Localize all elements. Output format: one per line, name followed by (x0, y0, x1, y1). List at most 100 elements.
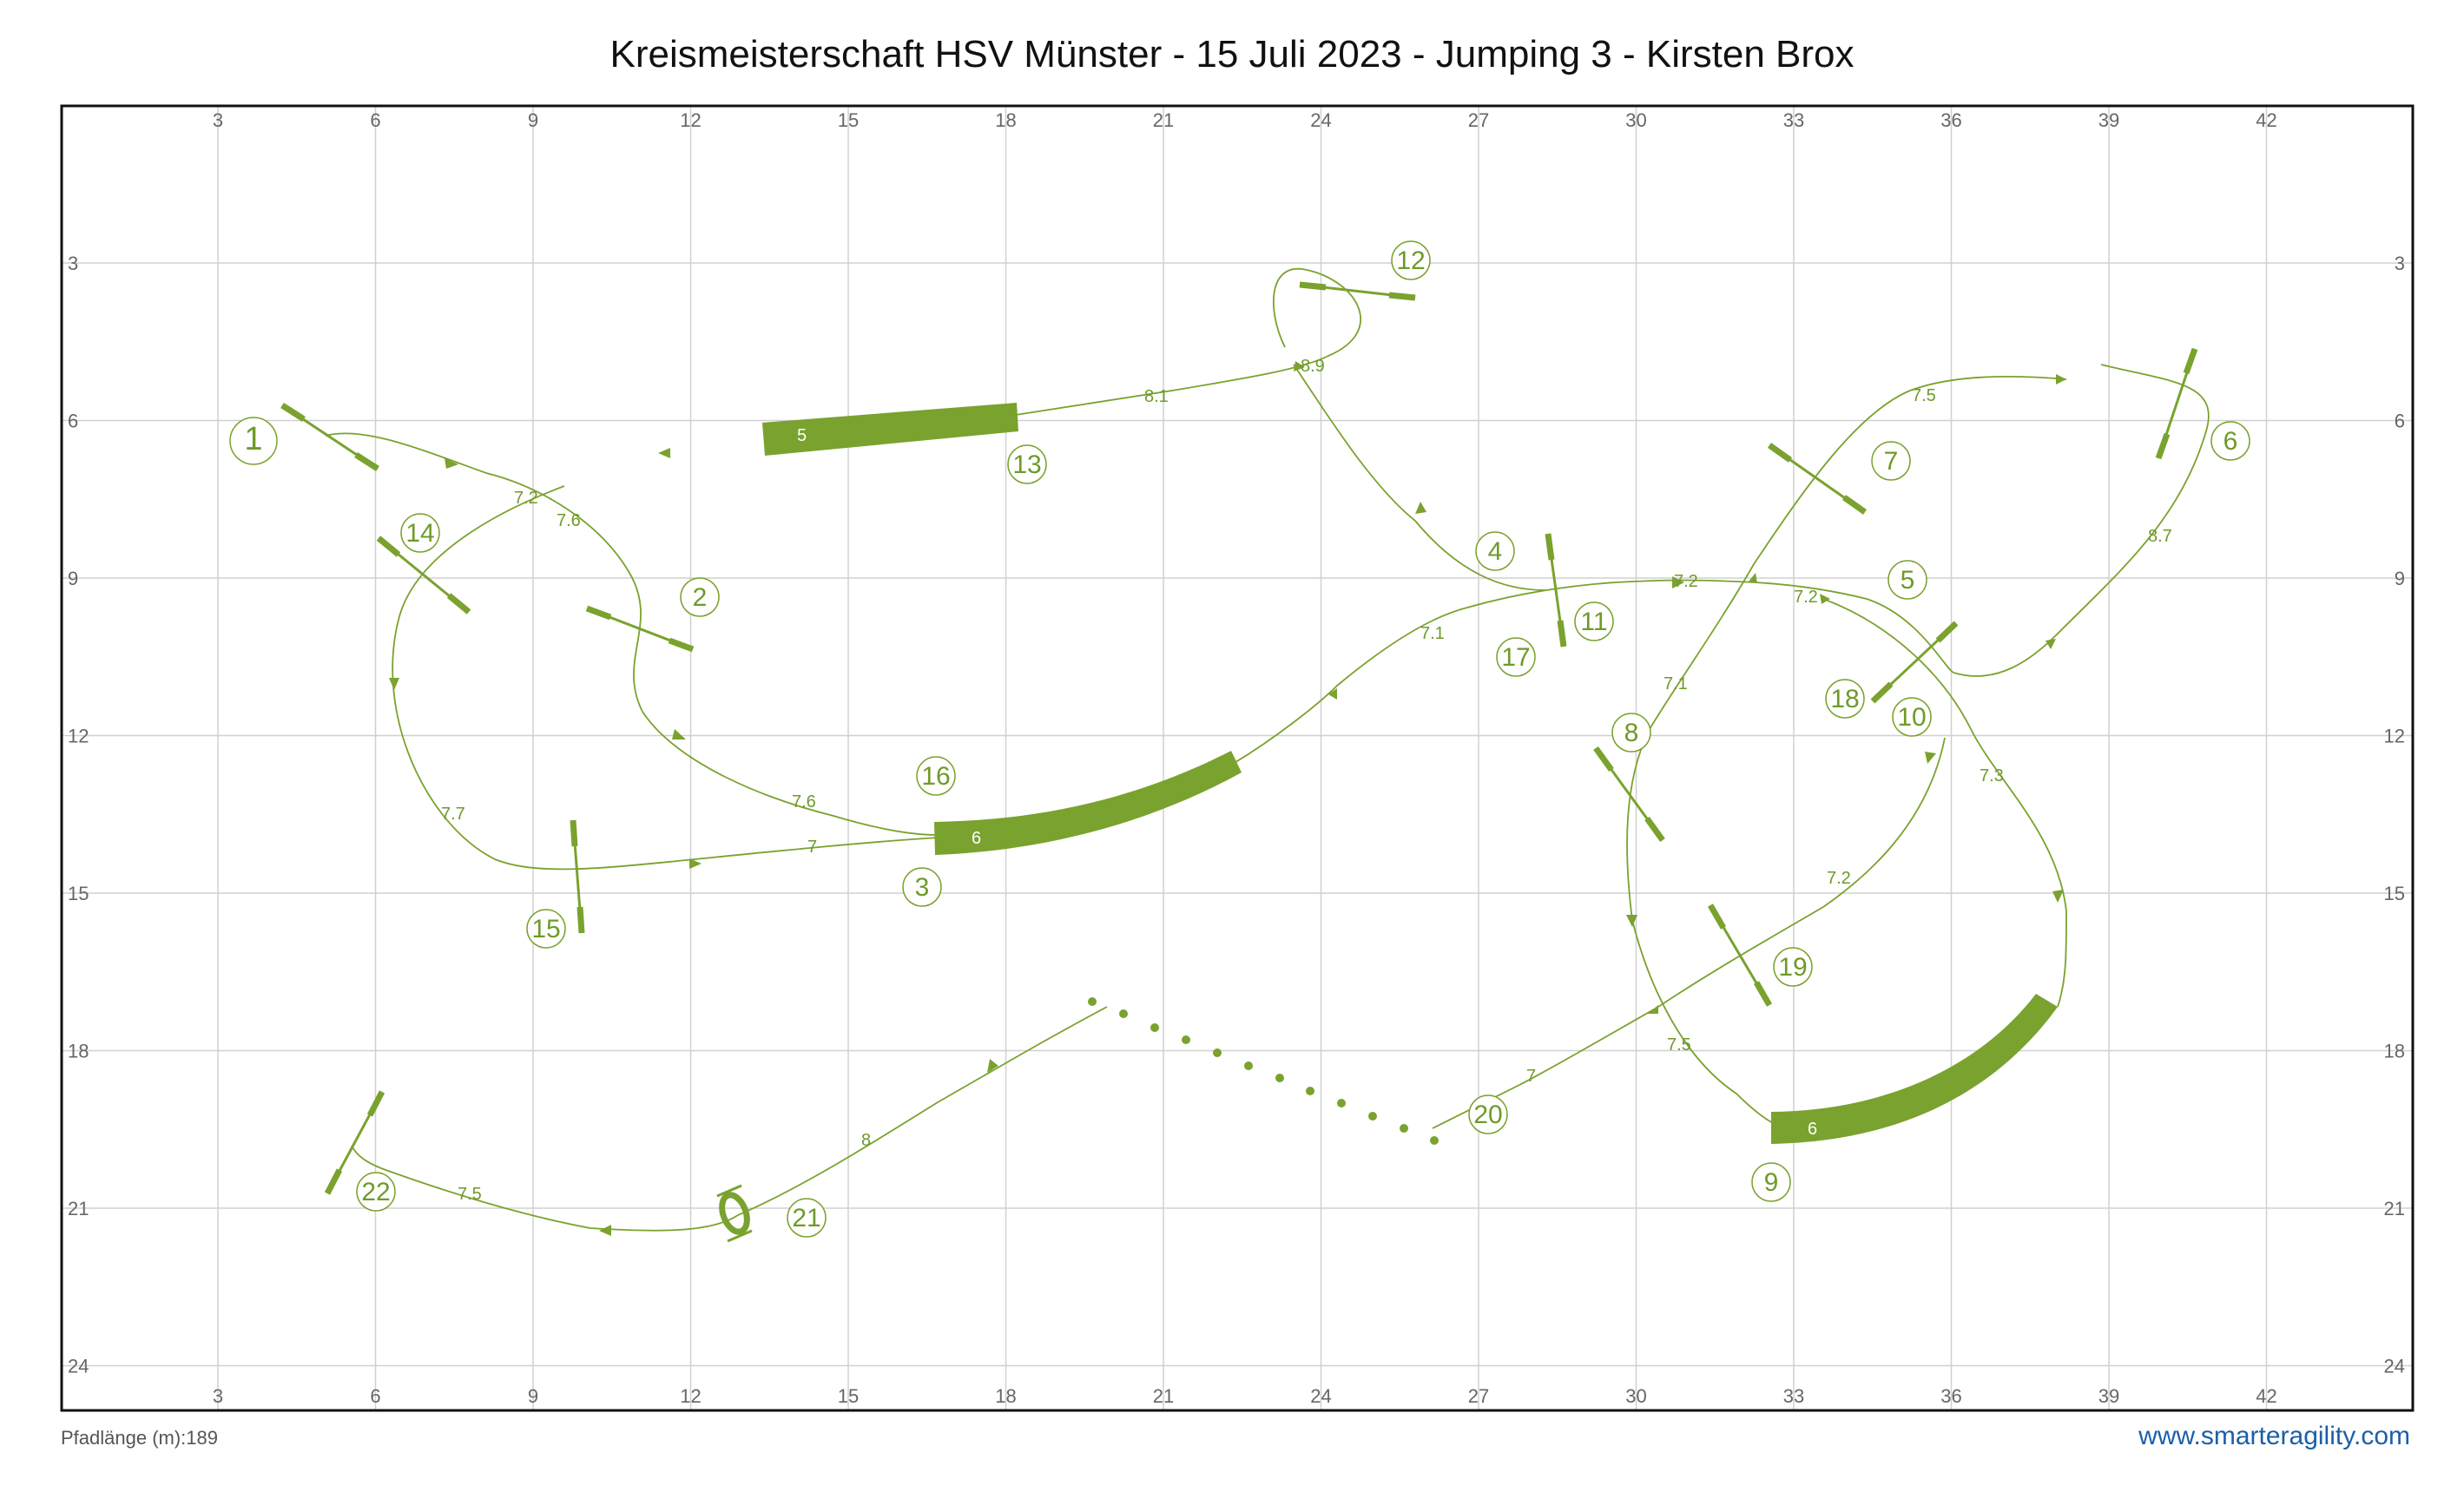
dot (1275, 1074, 1284, 1082)
arrow (389, 678, 399, 690)
x-tick-label: 39 (2098, 109, 2119, 131)
dot (1337, 1099, 1346, 1107)
number-circle (1007, 444, 1047, 484)
arrow (1626, 915, 1637, 927)
distance-label: 7 (1526, 1067, 1536, 1086)
x-tick-label: 6 (370, 1385, 380, 1407)
number-circle (1773, 947, 1813, 987)
number-circle (1888, 560, 1927, 600)
website-link[interactable]: www.smarteragility.com (2138, 1422, 2410, 1450)
obstacle-number-8: 8 (1611, 713, 1651, 753)
number-label: 1 (244, 421, 262, 457)
y-tick-label: 12 (2384, 726, 2405, 747)
jump-6 (2155, 347, 2198, 460)
tunnel-6a-label: 6 (972, 829, 981, 848)
number-label: 3 (915, 873, 930, 902)
tunnels: 5 6 6 (762, 403, 2058, 1144)
x-tick-label: 42 (2256, 109, 2276, 131)
dot (1306, 1087, 1314, 1095)
arrow (1294, 361, 1305, 371)
obstacle-number-12: 12 (1391, 240, 1431, 280)
x-tick-label: 12 (680, 1385, 701, 1407)
x-tick-label: 39 (2098, 1385, 2119, 1407)
path-6-7 (1649, 375, 2067, 730)
y-tick-label: 21 (68, 1198, 89, 1219)
number-label: 19 (1778, 953, 1807, 982)
x-tick-label: 24 (1310, 1385, 1331, 1407)
x-tick-label: 36 (1940, 109, 1961, 131)
arrow (1648, 1005, 1658, 1014)
x-tick-label: 12 (680, 109, 701, 131)
x-tick-label: 21 (1153, 109, 1174, 131)
x-tick-label: 24 (1310, 109, 1331, 131)
x-tick-label: 15 (838, 1385, 859, 1407)
dot (1182, 1035, 1190, 1044)
y-tick-label: 9 (68, 568, 78, 589)
x-tick-label: 9 (528, 109, 538, 131)
path-13-12 (1015, 268, 1361, 416)
obstacle-number-5: 5 (1888, 560, 1927, 600)
jump-2 (585, 605, 695, 653)
obstacle-number-13: 13 (1007, 444, 1047, 484)
distance-label: 7.2 (514, 489, 538, 508)
axis-tick-labels: 3366991212151518182121242427273030333336… (68, 109, 2405, 1407)
path-1-2 (325, 432, 643, 713)
distance-label: 8.7 (2148, 527, 2172, 546)
tunnel-6b-label: 6 (1808, 1120, 1817, 1139)
distance-labels: 7.2 7.6 7.6 7 7.7 8.1 8.9 7.1 7.2 7.2 7.… (441, 357, 2172, 1204)
number-circle (1391, 240, 1431, 280)
arrow (2052, 890, 2064, 903)
obstacle-number-18: 18 (1825, 679, 1865, 719)
distance-label: 7.5 (458, 1185, 482, 1204)
jump-14 (376, 536, 471, 615)
number-circle (1611, 713, 1651, 753)
distance-label: 7.6 (557, 511, 581, 530)
handler-path (325, 268, 2210, 1232)
y-tick-label: 6 (68, 411, 78, 432)
dotted-line (1088, 997, 1439, 1145)
path-19-20 (1432, 1006, 1659, 1129)
obstacle-number-1: 1 (229, 417, 278, 465)
dot (1400, 1124, 1408, 1133)
y-tick-label: 6 (2395, 411, 2405, 432)
arrow (599, 1225, 611, 1236)
number-label: 6 (2224, 427, 2238, 456)
arrow (1749, 573, 1757, 583)
arrow (1328, 688, 1337, 700)
obstacle-number-3: 3 (902, 867, 942, 907)
tunnel-6a: 6 (934, 751, 1242, 855)
obstacle-number-4: 4 (1475, 531, 1515, 571)
number-label: 21 (792, 1204, 820, 1232)
dot (1088, 997, 1097, 1006)
y-tick-label: 24 (2384, 1356, 2405, 1377)
jump-15 (570, 819, 585, 934)
distance-label: 7.2 (1674, 572, 1698, 591)
x-tick-label: 30 (1625, 109, 1646, 131)
arrow (987, 1059, 998, 1073)
jump-8 (1593, 746, 1665, 843)
tunnel-6b: 6 (1771, 994, 2058, 1144)
number-label: 2 (693, 583, 708, 612)
y-tick-label: 18 (68, 1041, 89, 1062)
distance-label: 7.3 (1980, 766, 2004, 785)
arrow (672, 729, 686, 739)
x-tick-label: 36 (1940, 1385, 1961, 1407)
distance-label: 7.1 (1420, 624, 1445, 643)
number-circle (1475, 531, 1515, 571)
obstacle-number-17: 17 (1496, 637, 1536, 677)
obstacle-number-10: 10 (1892, 697, 1932, 737)
arena-frame (60, 104, 2415, 1412)
jump-12 (1299, 281, 1416, 301)
path-14-15 (392, 485, 939, 871)
y-tick-label: 12 (68, 726, 89, 747)
jumps (280, 281, 2198, 1195)
distance-label: 8.1 (1144, 387, 1169, 406)
path-10-19 (1657, 737, 1946, 1008)
path-5-10 (1736, 581, 1954, 674)
number-label: 13 (1012, 450, 1041, 479)
distance-label: 7.5 (1912, 386, 1936, 405)
y-tick-label: 15 (2384, 883, 2405, 904)
jump-1 (280, 403, 379, 471)
number-label: 12 (1396, 246, 1425, 275)
path-2-3 (642, 711, 939, 836)
